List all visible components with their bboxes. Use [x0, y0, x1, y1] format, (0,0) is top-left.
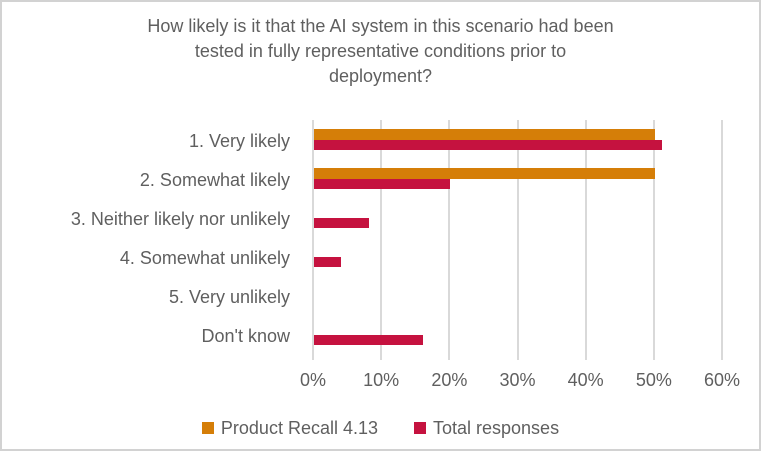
legend: Product Recall 4.13 Total responses [0, 417, 761, 439]
legend-label-product-recall: Product Recall 4.13 [220, 418, 378, 438]
legend-swatch-product-recall [201, 422, 214, 434]
legend-label-total-responses: Total responses [433, 418, 560, 438]
chart-title: How likely is it that the AI system in t… [0, 14, 761, 89]
chart-title-line-2: tested in fully representative condition… [194, 41, 567, 61]
chart-title-line-3: deployment? [328, 66, 433, 86]
legend-swatch-total-responses [414, 422, 426, 434]
chart-title-line-1: How likely is it that the AI system in t… [147, 16, 614, 36]
legend-item-product-recall: Product Recall 4.13 [201, 417, 378, 439]
legend-item-total-responses: Total responses [414, 417, 559, 439]
